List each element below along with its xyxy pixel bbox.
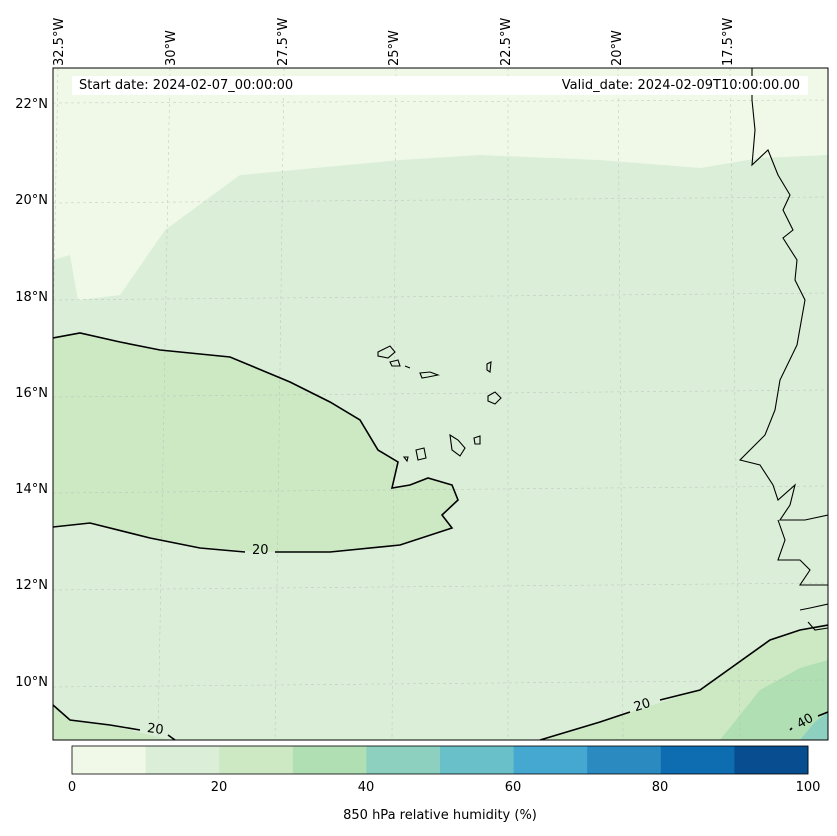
contour-20-southwest-cont [167, 734, 176, 740]
contour-20-west [53, 332, 459, 553]
colorbar-border [71, 745, 809, 775]
humidity-field-30-40 [720, 660, 828, 740]
colorbar-tick-20: 20 [210, 780, 228, 795]
lat-label-20n: 20°N [15, 193, 48, 208]
lon-label-27-5w: 27.5°W [276, 17, 291, 66]
cape-verde-santo-antao [377, 345, 396, 359]
colorbar-tick-80: 80 [651, 780, 669, 795]
colorbar [72, 746, 809, 774]
humidity-field-40-50 [800, 712, 828, 740]
cape-verde-brava [402, 456, 409, 463]
contour-20-west-cont [53, 522, 246, 553]
africa-coast-south [777, 519, 828, 631]
cape-verde-santiago [449, 433, 466, 457]
lon-label-20w: 20°W [610, 30, 625, 66]
colorbar-label: 850 hPa relative humidity (%) [343, 808, 537, 823]
lon-label-17-5w: 17.5°W [721, 17, 736, 66]
africa-coast [738, 68, 828, 521]
lat-label-16n: 16°N [15, 386, 48, 401]
coastlines [377, 68, 828, 631]
cape-verde-sao-vicente [389, 359, 401, 367]
cape-verde-boa-vista [487, 391, 502, 405]
colorbar-swatch [145, 746, 220, 774]
lon-label-32-5w: 32.5°W [52, 17, 67, 66]
lon-label-22-5w: 22.5°W [499, 17, 514, 66]
map-border [52, 67, 829, 741]
colorbar-tick-100: 100 [795, 780, 821, 795]
contour-40-south [789, 727, 793, 731]
contour-20-southwest [53, 704, 141, 731]
colorbar-swatch [440, 746, 515, 774]
header-box [72, 76, 808, 95]
lat-label-10n: 10°N [15, 675, 48, 690]
colorbar-tick-40: 40 [357, 780, 375, 795]
cape-verde-maio [473, 435, 481, 445]
lat-label-12n: 12°N [15, 578, 48, 593]
colorbar-swatch [366, 746, 441, 774]
colorbar-tick-60: 60 [504, 780, 522, 795]
gridlines [53, 68, 828, 740]
colorbar-swatch [587, 746, 662, 774]
colorbar-swatch [734, 746, 809, 774]
contour-20-south-cont [659, 624, 828, 701]
colorbar-swatch [513, 746, 588, 774]
valid-date: Valid_date: 2024-02-09T10:00:00.00 [561, 78, 800, 93]
contour-20-south [539, 711, 631, 740]
humidity-field-20-30-southwest [53, 705, 170, 740]
lat-label-22n: 22°N [15, 97, 48, 112]
cape-verde-fogo [415, 447, 427, 461]
colorbar-swatch [72, 746, 147, 774]
colorbar-swatch [660, 746, 735, 774]
contour-label-20-west: 20 [252, 543, 269, 558]
humidity-field-20-30-west [53, 333, 458, 552]
lat-label-18n: 18°N [15, 290, 48, 305]
lon-label-30w: 30°W [164, 30, 179, 66]
contour-label-20-southwest: 20 [146, 720, 165, 739]
colorbar-swatch [219, 746, 294, 774]
lon-label-25w: 25°W [387, 30, 402, 66]
colorbar-tick-0: 0 [67, 780, 77, 795]
colorbar-swatch [292, 746, 367, 774]
start-date: Start date: 2024-02-07_00:00:00 [79, 78, 294, 93]
cape-verde-santa-luzia [404, 365, 411, 369]
lat-label-14n: 14°N [15, 482, 48, 497]
cape-verde-sal [486, 361, 492, 373]
cape-verde-sao-nicolau [419, 371, 440, 379]
contour-lines [53, 332, 828, 740]
humidity-field-10-20 [53, 155, 828, 740]
contour-40-south-cont [817, 711, 828, 717]
